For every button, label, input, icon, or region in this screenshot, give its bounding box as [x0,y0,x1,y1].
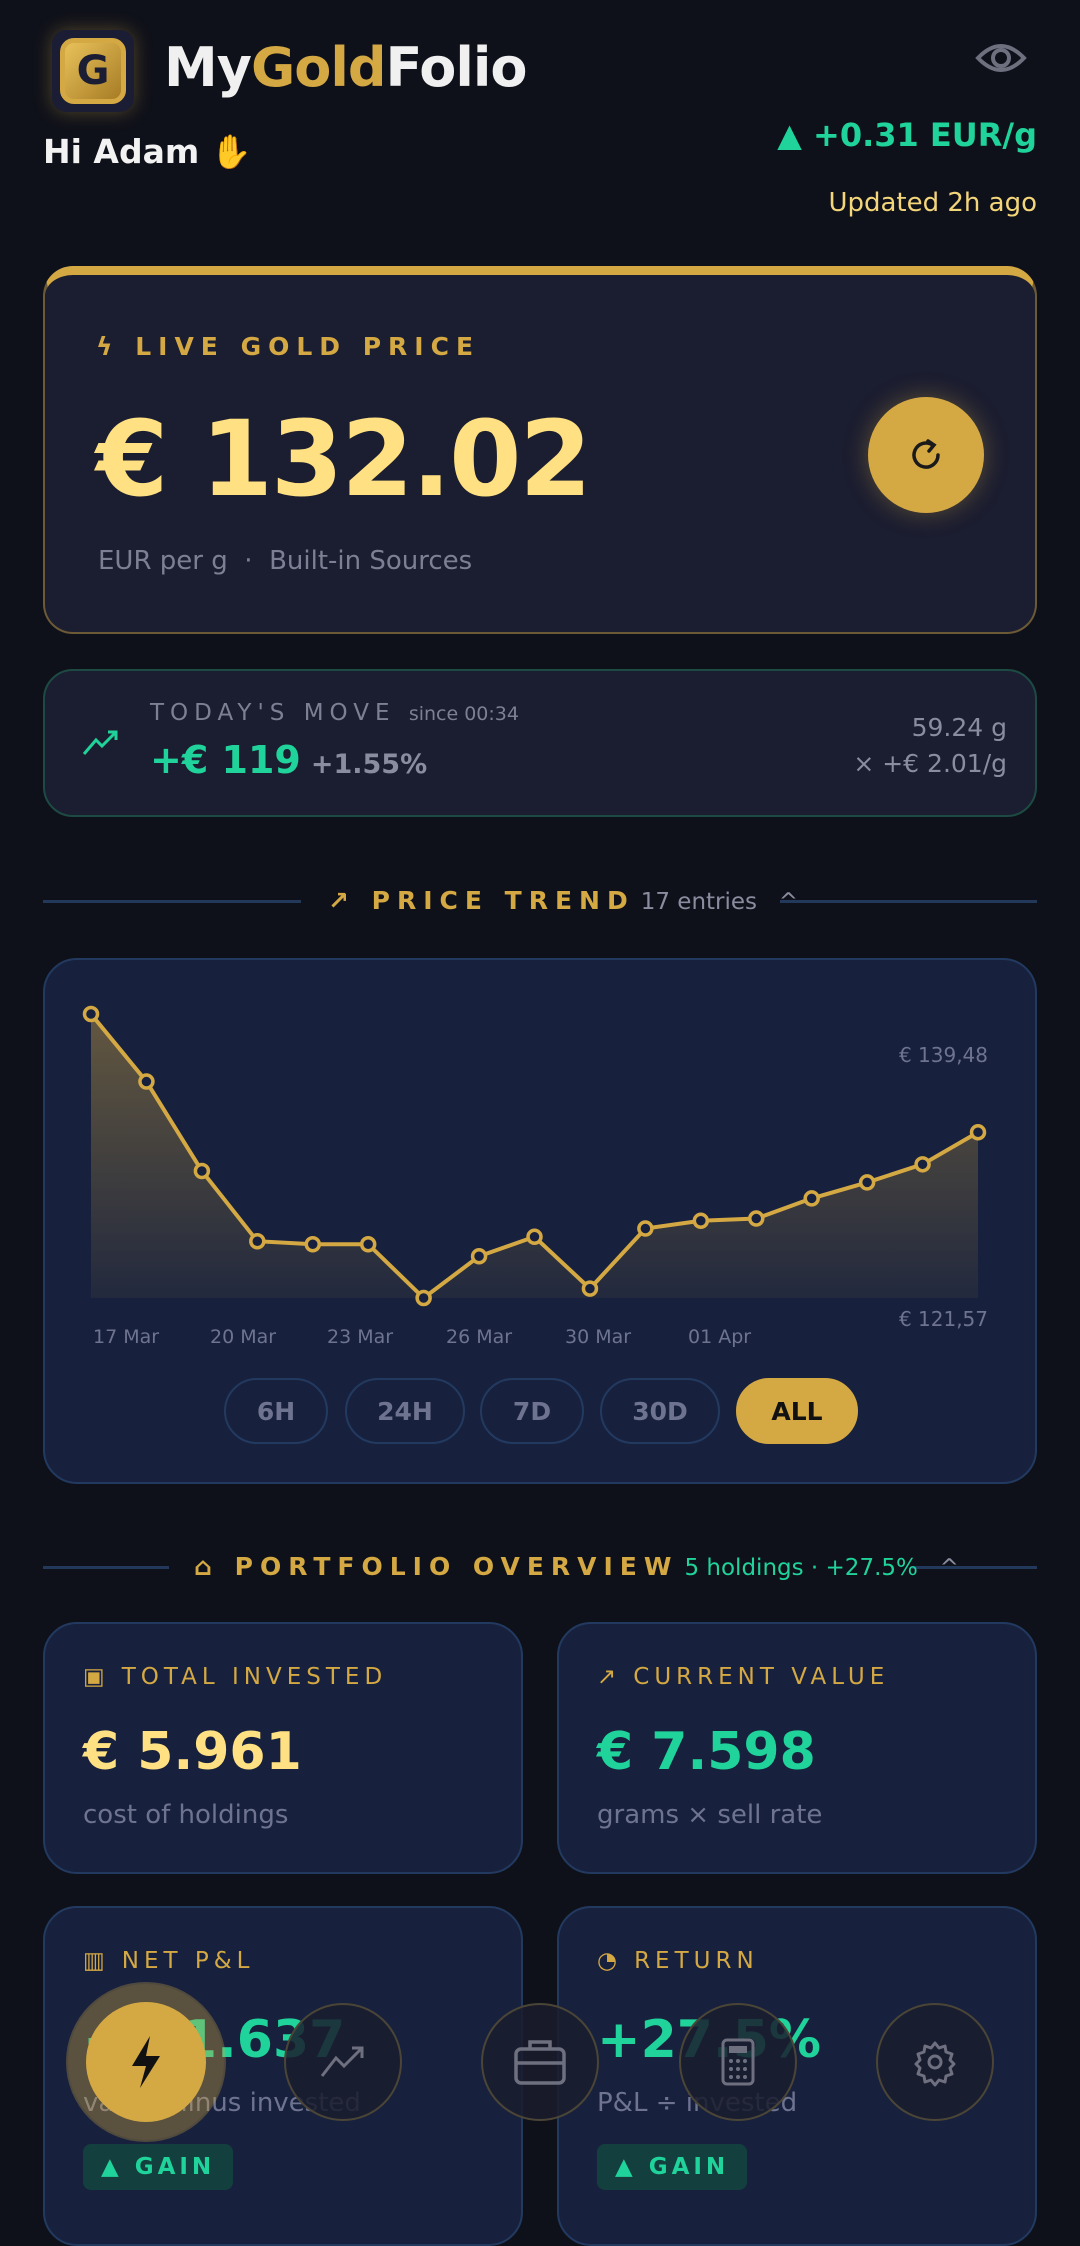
divider [43,1566,169,1569]
chart-point[interactable] [359,1235,377,1253]
x-tick-label: 20 Mar [210,1326,276,1348]
app-logo: G [52,30,134,112]
chart-area [91,1014,978,1298]
y-max-label: € 139,48 [899,1043,988,1067]
chart-point[interactable] [581,1280,599,1297]
lightning-icon: ϟ [96,332,120,361]
divider [912,1566,1037,1569]
range-24h-button[interactable]: 24H [345,1378,465,1444]
gain-badge: ▲ GAIN [597,2144,748,2190]
chart-point[interactable] [692,1212,710,1230]
greeting: Hi Adam ✋ [43,132,252,171]
x-tick-label: 23 Mar [327,1326,393,1348]
chart-point[interactable] [193,1162,211,1180]
live-price-label: ϟ LIVE GOLD PRICE [96,332,481,361]
price-chart: € 139,48 € 121,57 17 Mar 20 Mar 23 Mar 26 M… [82,1005,988,1348]
current-value-sub: grams × sell rate [597,1800,823,1830]
todays-move-card [43,669,1037,817]
calculator-icon [721,2038,755,2086]
chart-point[interactable] [637,1220,654,1237]
todays-move-breakdown: 59.24 g × +€ 2.01/g [853,713,1007,778]
trend-icon [320,2046,364,2077]
divider [780,900,1037,903]
trend-up-icon [82,730,118,755]
refresh-button[interactable] [868,397,984,513]
chart-point[interactable] [82,1005,100,1023]
live-price-value: € 132.02 [96,398,592,520]
total-invested-value: € 5.961 [83,1722,302,1782]
todays-move-label: TODAY'S MOVE since 00:34 [150,700,519,726]
total-invested-card: ▣ TOTAL INVESTED € 5.961 cost of holdings [43,1622,523,1874]
chart-point[interactable] [304,1235,321,1253]
trend-icon: ↗ [597,1664,622,1690]
total-invested-sub: cost of holdings [83,1800,289,1830]
current-value-value: € 7.598 [597,1722,816,1782]
chart-point[interactable] [858,1174,876,1191]
price-source: EUR per g · Built-in Sources [98,546,473,576]
x-tick-label: 26 Mar [446,1326,512,1348]
chart-point[interactable] [803,1190,820,1207]
range-7d-button[interactable]: 7D [480,1378,584,1444]
return-card: ◔RETURN +27.5% P&L ÷ invested ▲ GAIN [557,1906,1037,2246]
chevron-up-icon: ^ [939,1555,959,1581]
chart-point[interactable] [470,1248,488,1265]
chart-point[interactable] [415,1289,432,1307]
refresh-icon [912,439,940,469]
todays-move-value: +€ 119 +1.55% [150,738,428,782]
gear-icon [914,2041,956,2087]
updated-time: Updated 2h ago [828,188,1037,218]
bar-chart-icon: ▥ [83,1948,110,1974]
current-value-card: ↗ CURRENT VALUE € 7.598 grams × sell rate [557,1622,1037,1874]
pie-chart-icon: ◔ [597,1948,623,1974]
x-tick-label: 01 Apr [688,1326,751,1348]
lightning-icon [132,2036,160,2088]
cash-icon: ▣ [83,1664,110,1690]
x-tick-label: 30 Mar [565,1326,631,1348]
price-delta: ▲ +0.31 EUR/g [777,116,1037,154]
eye-icon[interactable] [974,38,1028,82]
y-min-label: € 121,57 [899,1307,988,1331]
range-6h-button[interactable]: 6H [224,1378,328,1444]
briefcase-icon [514,2040,566,2085]
nav-trend-button[interactable] [284,2003,402,2121]
nav-calculator-button[interactable] [679,2003,797,2121]
chart-point[interactable] [526,1228,543,1246]
chart-point[interactable] [969,1124,987,1141]
app-title: MyGoldFolio [164,36,527,99]
nav-live-button[interactable] [86,2002,206,2122]
chart-point[interactable] [249,1232,266,1250]
trend-icon: ↗ [328,886,356,915]
chart-point[interactable] [748,1210,765,1227]
briefcase-icon: ⌂ [194,1552,219,1581]
portfolio-overview-header[interactable]: ⌂ PORTFOLIO OVERVIEW 5 holdings · +27.5% … [194,1552,959,1581]
range-all-button[interactable]: ALL [736,1378,858,1444]
chevron-up-icon: ^ [778,889,799,915]
nav-settings-button[interactable] [876,2003,994,2121]
chart-point[interactable] [138,1073,155,1090]
price-trend-header[interactable]: ↗ PRICE TREND 17 entries ^ [328,886,799,915]
wave-icon: ✋ [210,132,252,171]
chart-point[interactable] [914,1156,931,1173]
range-30d-button[interactable]: 30D [600,1378,720,1444]
divider [43,900,301,903]
nav-portfolio-button[interactable] [481,2003,599,2121]
gain-badge: ▲ GAIN [83,2144,234,2190]
x-tick-label: 17 Mar [93,1326,159,1348]
